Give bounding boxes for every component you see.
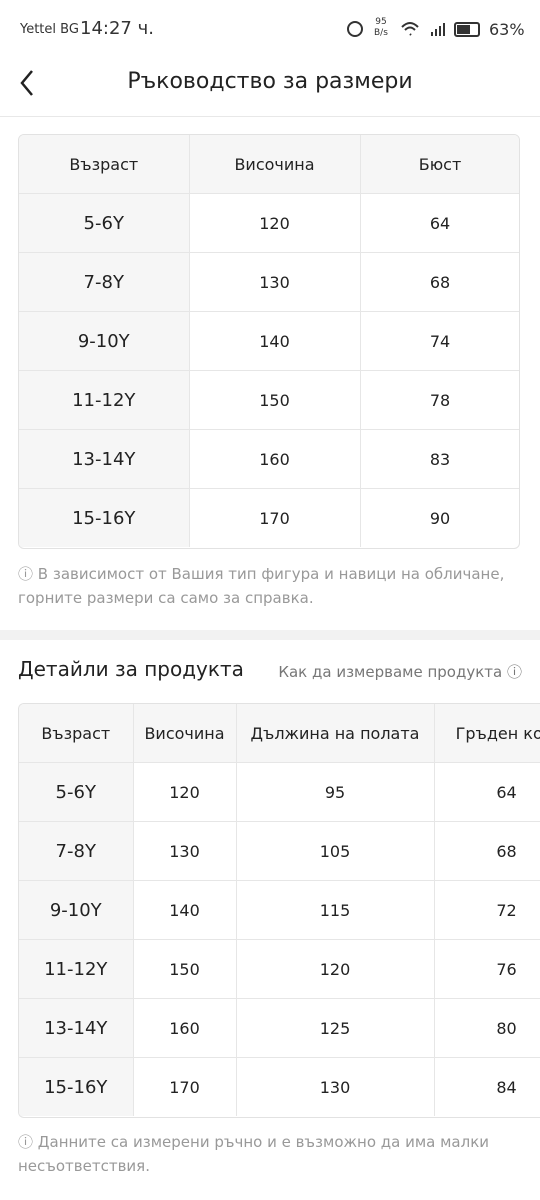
- cell: 120: [189, 193, 361, 253]
- cell: 150: [189, 370, 361, 430]
- table-row: 11-12Y 150 120 76: [19, 939, 540, 999]
- cell: 95: [236, 762, 435, 822]
- cell: 130: [189, 252, 361, 312]
- cell: 115: [236, 880, 435, 940]
- page-title: Ръководство за размери: [127, 69, 413, 94]
- table-row: 13-14Y 160 125 80: [19, 998, 540, 1058]
- cell: 105: [236, 821, 435, 881]
- size-note: ⓘ В зависимост от Вашия тип фигура и нав…: [18, 565, 505, 607]
- row-label: 11-12Y: [19, 939, 134, 999]
- column-header: Гръден кош: [434, 704, 540, 763]
- cell: 160: [189, 429, 361, 489]
- cell: 130: [133, 821, 237, 881]
- cell: 68: [434, 821, 540, 881]
- table-row: 7-8Y 130 68: [19, 252, 519, 312]
- cell: 83: [360, 429, 519, 489]
- cell: 140: [189, 311, 361, 371]
- column-header: Височина: [133, 704, 237, 763]
- row-label: 5-6Y: [19, 762, 134, 822]
- carrier: Yettel BG: [20, 22, 79, 37]
- link-text[interactable]: Как да измерваме продукта: [278, 663, 503, 681]
- battery: 63%: [489, 20, 525, 39]
- speed-unit: B/s: [374, 28, 388, 38]
- cell: 90: [360, 488, 519, 547]
- size-table-wrap: Възраст Височина Бюст 5-6Y 120 64 7-8Y 130 68 9-1…: [18, 134, 520, 549]
- clock: 14:27 ч.: [80, 18, 154, 39]
- cell: 170: [133, 1057, 237, 1116]
- cell: 64: [434, 762, 540, 822]
- product-table: Възраст Височина Дължина на полата Гръден к…: [19, 704, 540, 1116]
- column-header: Възраст: [19, 135, 190, 194]
- table-row: 7-8Y 130 105 68: [19, 821, 540, 881]
- table-row: 15-16Y 170 130 84: [19, 1057, 540, 1116]
- cell: 80: [434, 998, 540, 1058]
- row-label: 7-8Y: [19, 821, 134, 881]
- cell: 160: [133, 998, 237, 1058]
- net-speed: 95 B/s: [374, 17, 388, 39]
- cell: 84: [434, 1057, 540, 1116]
- table-row: 15-16Y 170 90: [19, 488, 519, 547]
- status-icons: [347, 21, 480, 37]
- column-header: Възраст: [19, 704, 134, 763]
- measure-link[interactable]: Как да измерваме продукта ⓘ: [278, 663, 522, 681]
- row-label: 15-16Y: [19, 1057, 134, 1116]
- row-label: 9-10Y: [19, 880, 134, 940]
- back-button[interactable]: [18, 68, 38, 98]
- cell: 64: [360, 193, 519, 253]
- table-row: 9-10Y 140 74: [19, 311, 519, 371]
- row-label: 5-6Y: [19, 193, 190, 253]
- header-row: Възраст Височина Бюст: [19, 135, 519, 194]
- table-row: 5-6Y 120 64: [19, 193, 519, 253]
- cell: 140: [133, 880, 237, 940]
- table-row: 5-6Y 120 95 64: [19, 762, 540, 822]
- column-header: Дължина на полата: [236, 704, 435, 763]
- section-title: Детайли за продукта: [18, 657, 244, 681]
- cell: 78: [360, 370, 519, 430]
- cell: 74: [360, 311, 519, 371]
- row-label: 9-10Y: [19, 311, 190, 371]
- table-row: 11-12Y 150 78: [19, 370, 519, 430]
- note-text: Данните са измерени ръчно и е възможно д…: [18, 1133, 490, 1175]
- cell: 76: [434, 939, 540, 999]
- row-label: 13-14Y: [19, 429, 190, 489]
- divider: [0, 116, 540, 117]
- cell: 150: [133, 939, 237, 999]
- product-table-wrap: Възраст Височина Дължина на полата Гръден к…: [18, 703, 540, 1118]
- column-header: Височина: [189, 135, 361, 194]
- cell: 130: [236, 1057, 435, 1116]
- table-row: 9-10Y 140 115 72: [19, 880, 540, 940]
- cell: 120: [133, 762, 237, 822]
- row-label: 11-12Y: [19, 370, 190, 430]
- size-table: Възраст Височина Бюст 5-6Y 120 64 7-8Y 130 68 9-1…: [19, 135, 519, 547]
- column-header: Бюст: [360, 135, 519, 194]
- cell: 125: [236, 998, 435, 1058]
- table-row: 13-14Y 160 83: [19, 429, 519, 489]
- product-note: ⓘ Данните са измерени ръчно и е възможно…: [18, 1133, 490, 1175]
- note-text: В зависимост от Вашия тип фигура и навиц…: [18, 565, 505, 607]
- cell: 72: [434, 880, 540, 940]
- speed: 95: [375, 17, 387, 27]
- row-label: 7-8Y: [19, 252, 190, 312]
- row-label: 13-14Y: [19, 998, 134, 1058]
- row-label: 15-16Y: [19, 488, 190, 547]
- cell: 68: [360, 252, 519, 312]
- section-gap: [0, 630, 540, 640]
- cell: 170: [189, 488, 361, 547]
- header-row: Възраст Височина Дължина на полата Гръден к…: [19, 704, 540, 763]
- cell: 120: [236, 939, 435, 999]
